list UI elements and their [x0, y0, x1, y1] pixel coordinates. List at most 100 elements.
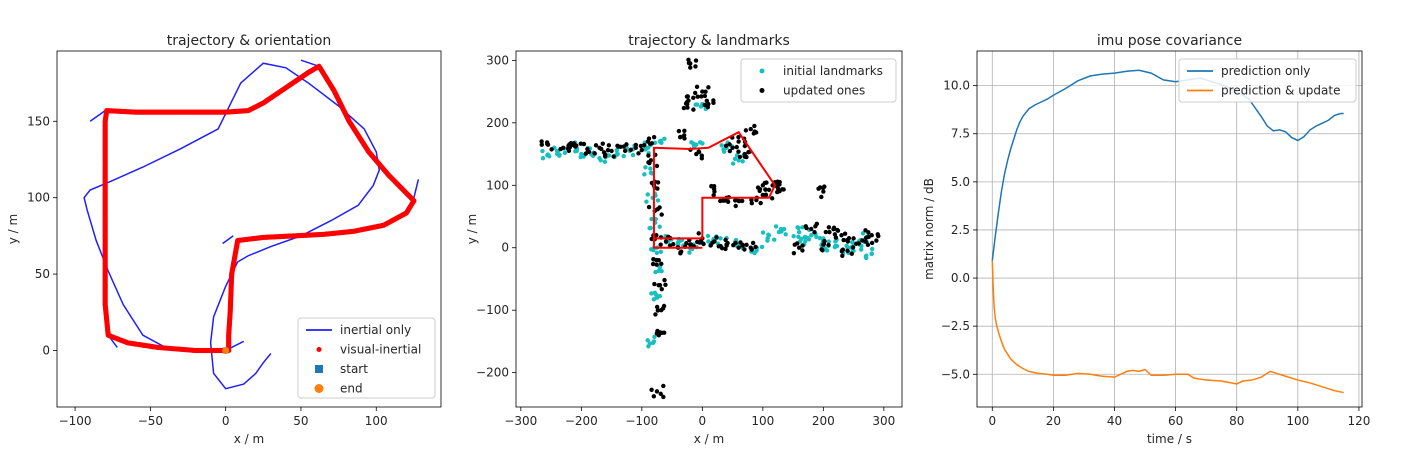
landmark-point: [775, 189, 780, 195]
landmark-point: [748, 126, 753, 132]
landmark-point: [849, 239, 855, 245]
landmark-point: [677, 135, 683, 140]
landmark-point: [840, 253, 845, 258]
y-tick-label: 0.0: [951, 271, 970, 285]
y-axis-label: y / m: [465, 214, 479, 244]
legend: prediction only prediction & update: [1178, 58, 1357, 103]
x-tick-label: 0: [699, 414, 707, 428]
landmark-point: [850, 245, 856, 250]
landmark-point: [732, 198, 738, 203]
series-prediction-update: [991, 260, 1344, 394]
y-tick-label: −200: [476, 366, 509, 380]
landmark-point: [869, 240, 875, 246]
landmark-point: [822, 238, 827, 244]
landmark-point: [657, 224, 662, 229]
landmark-point: [592, 151, 597, 156]
landmark-point: [704, 98, 710, 104]
landmark-point: [661, 383, 666, 389]
landmark-point: [695, 239, 700, 245]
landmark-point: [579, 153, 585, 159]
landmark-point: [540, 155, 546, 161]
landmark-point: [706, 85, 711, 90]
landmark-point: [567, 144, 573, 150]
landmark-point: [791, 233, 796, 239]
landmark-point: [743, 128, 749, 133]
landmark-point: [738, 240, 743, 245]
landmark-point: [796, 229, 802, 235]
landmark-point: [649, 141, 655, 146]
landmark-point: [718, 198, 723, 204]
x-tick-label: 20: [1046, 414, 1061, 428]
chart-2: −300 −200 −100 0 100 200 300 −200 −100 0 100 200 300…: [465, 33, 903, 446]
legend-box: [297, 317, 436, 399]
landmark-point: [752, 123, 757, 129]
legend-label: prediction & update: [1221, 84, 1340, 98]
landmark-point: [860, 238, 865, 243]
landmark-point: [655, 308, 661, 313]
chart-1: −100 −50 0 50 100 0 50 100 150 trajectory & orien…: [6, 33, 442, 446]
landmark-point: [869, 233, 874, 238]
x-tick-label: −50: [138, 414, 163, 428]
landmark-point: [677, 238, 683, 244]
x-tick-label: 200: [812, 414, 835, 428]
landmark-point: [781, 226, 787, 232]
landmark-point: [814, 221, 820, 227]
landmark-point: [661, 303, 667, 309]
landmark-point: [663, 282, 668, 288]
landmark-point: [835, 228, 841, 233]
landmark-point: [646, 204, 652, 210]
y-tick-label: 150: [27, 114, 50, 128]
plot-area: [83, 59, 420, 390]
landmark-point: [760, 192, 765, 198]
landmark-point: [772, 237, 777, 242]
legend-label: prediction only: [1221, 64, 1310, 78]
landmark-point: [693, 102, 698, 107]
landmark-point: [869, 246, 875, 252]
landmark-point: [749, 201, 754, 206]
landmark-point: [593, 143, 599, 148]
x-tick-label: 300: [872, 414, 895, 428]
legend-label: inertial only: [340, 323, 411, 337]
landmark-point: [863, 235, 869, 240]
landmark-point: [671, 241, 676, 247]
x-tick-label: 120: [1347, 414, 1370, 428]
landmark-point: [834, 243, 840, 249]
chart-3: 0 20 40 60 80 100 120 −5.0 −2.5 0.0 2.5 5.0 7.5 10.0 i…: [922, 33, 1370, 446]
landmark-point: [614, 148, 620, 153]
landmark-point: [688, 65, 693, 70]
landmark-point: [701, 241, 706, 247]
landmark-point: [865, 242, 871, 247]
landmark-point: [682, 136, 687, 141]
landmark-point: [759, 244, 765, 250]
landmark-point: [806, 237, 812, 242]
landmark-point: [866, 230, 871, 235]
landmark-point: [659, 330, 664, 336]
landmark-point: [650, 261, 656, 267]
landmark-point: [654, 304, 660, 310]
landmark-point: [658, 391, 663, 397]
landmark-point: [695, 94, 700, 99]
x-axis-label: time / s: [1147, 432, 1192, 446]
y-tick-label: 5.0: [951, 175, 970, 189]
landmark-point: [769, 196, 775, 201]
y-axis-label: matrix norm / dB: [922, 178, 936, 280]
landmark-point: [849, 251, 855, 256]
landmark-point: [711, 192, 716, 198]
landmark-point: [658, 249, 664, 255]
landmark-point: [874, 238, 879, 243]
landmark-point: [863, 255, 869, 261]
plot-area: [539, 57, 881, 400]
landmark-point: [540, 148, 545, 154]
landmark-point: [826, 225, 832, 230]
landmark-point: [651, 394, 657, 399]
series-inertial-only: [83, 62, 381, 390]
landmark-point: [856, 241, 861, 246]
y-tick-label: 0: [501, 241, 509, 255]
landmark-point: [602, 154, 608, 159]
landmark-point: [842, 231, 848, 236]
legend-swatch: [315, 365, 323, 373]
landmark-point: [749, 247, 755, 252]
landmark-point: [708, 243, 713, 248]
landmark-point: [602, 159, 608, 164]
landmark-point: [742, 143, 748, 149]
